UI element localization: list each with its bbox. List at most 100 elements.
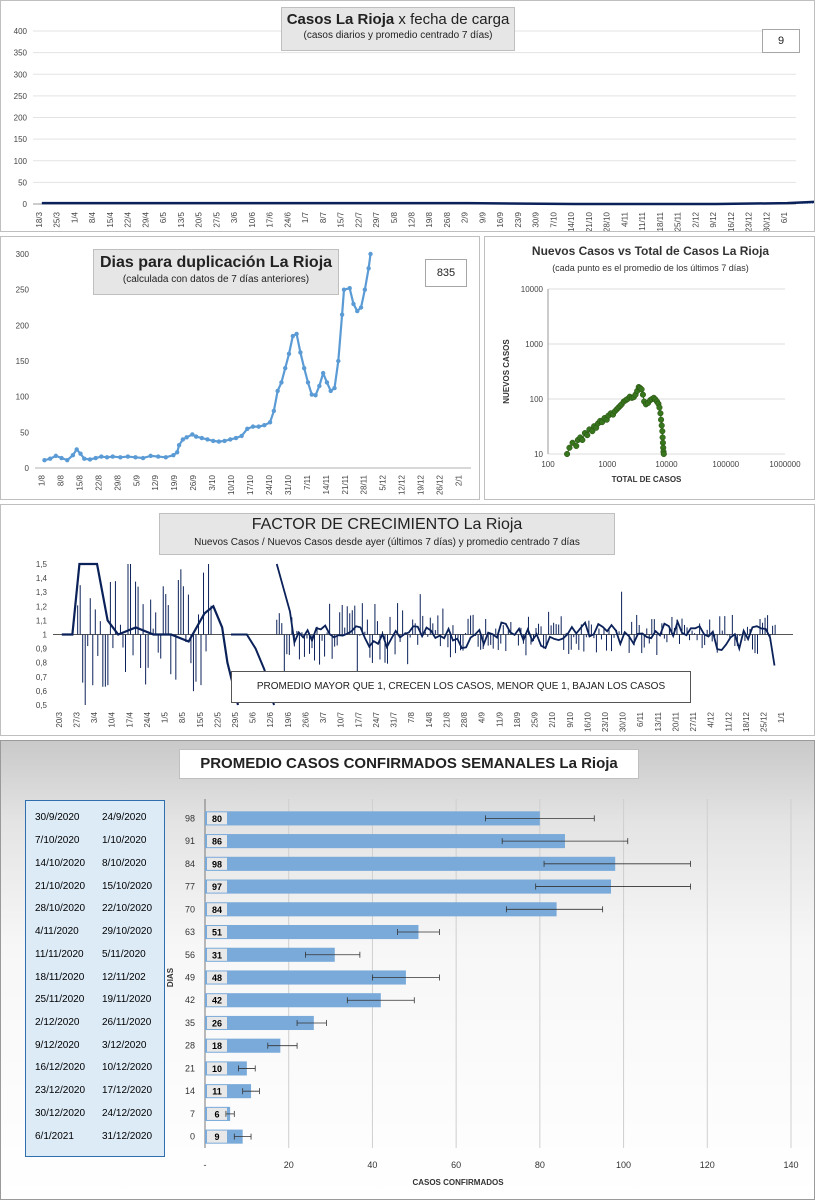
week-start-date: 15/10/2020 (102, 880, 153, 892)
doubling-point (210, 438, 216, 444)
x-tick-label: 21/11 (341, 474, 350, 494)
doubling-point (317, 383, 322, 389)
weekly-bar (205, 993, 381, 1008)
doubling-point (171, 452, 176, 458)
value-label: 10 (212, 1064, 222, 1074)
x-tick-label: 1000000 (769, 460, 801, 469)
week-end-date: 23/12/2020 (35, 1085, 86, 1097)
y-tick-label: 0 (25, 464, 30, 473)
x-tick-label: 25/12 (760, 711, 769, 732)
week-start-date: 22/10/2020 (102, 903, 153, 915)
value-label-bg (207, 1107, 227, 1120)
days-tick-label: 42 (185, 995, 195, 1005)
doubling-point (324, 380, 330, 385)
days-tick-label: 91 (185, 836, 195, 846)
value-label-bg (207, 1039, 227, 1052)
doubling-point (205, 437, 210, 442)
doubling-point (118, 455, 123, 460)
doubling-point (148, 453, 153, 459)
value-label-bg (207, 857, 227, 870)
value-label: 18 (212, 1041, 222, 1051)
x-tick-label: 7/11 (303, 474, 312, 490)
x-tick-label: 3/6 (230, 211, 239, 223)
x-tick-label: 11/9 (495, 711, 504, 727)
days-tick-label: 28 (185, 1041, 195, 1051)
x-tick-label: 80 (535, 1160, 545, 1170)
week-end-date: 16/12/2020 (35, 1062, 86, 1074)
week-start-date: 17/12/2020 (102, 1085, 153, 1097)
y-tick-label: 1,2 (36, 602, 48, 611)
x-tick-label: 21/8 (442, 711, 451, 727)
x-tick-label: 26/9 (189, 474, 198, 490)
x-tick-label: 28/10 (603, 211, 612, 232)
x-tick-label: 17/7 (354, 711, 363, 727)
daily-cases-title-box: Casos La Rioja x fecha de carga (casos d… (281, 7, 515, 51)
y-tick-label: 100 (16, 393, 30, 402)
x-tick-label: 31/7 (390, 711, 399, 727)
x-axis-label: TOTAL DE CASOS (612, 475, 682, 484)
days-tick-label: 98 (185, 813, 195, 823)
y-tick-label: 1,1 (36, 616, 48, 625)
doubling-point (93, 455, 98, 461)
weekly-title-box: PROMEDIO CASOS CONFIRMADOS SEMANALES La … (179, 749, 639, 779)
x-tick-label: 40 (367, 1160, 377, 1170)
x-tick-label: 1/5 (161, 711, 170, 723)
days-tick-label: 56 (185, 950, 195, 960)
x-tick-label: 6/5 (159, 211, 168, 223)
x-tick-label: 24/7 (372, 711, 381, 727)
y-tick-label: 1000 (525, 340, 543, 349)
y-tick-label: 100 (530, 395, 544, 404)
week-start-date: 24/12/2020 (102, 1107, 153, 1119)
x-tick-label: 22/4 (124, 211, 133, 227)
days-tick-label: 49 (185, 973, 195, 983)
value-label-bg (207, 948, 227, 961)
y-tick-label: 10000 (521, 285, 544, 294)
doubling-point (294, 331, 299, 337)
scatter-point (584, 432, 591, 439)
doubling-point (65, 457, 70, 463)
x-tick-label: 9/10 (566, 711, 575, 727)
doubling-point (176, 442, 182, 448)
y-tick-label: 0,8 (36, 659, 48, 668)
doubling-point (347, 286, 352, 291)
doubling-point (305, 380, 311, 385)
x-tick-label: 12/8 (408, 211, 417, 227)
x-tick-label: 25/11 (674, 211, 683, 231)
doubling-point (156, 454, 161, 459)
value-label: 48 (212, 973, 222, 983)
doubling-days-plot: 0 50 100 150 200 250 300 1/8 8/8 15/8 22/8 29/8 5/9 1… (16, 250, 471, 495)
x-tick-label: 18/9 (513, 711, 522, 727)
x-tick-label: 18/11 (656, 211, 665, 231)
x-tick-label: 10000 (655, 460, 678, 469)
days-tick-label: 63 (185, 927, 195, 937)
x-tick-label: 14/8 (425, 711, 434, 727)
growth-title-rest: La Rioja (459, 516, 523, 533)
x-tick-label: 15/4 (106, 211, 115, 227)
scatter-point (659, 434, 666, 441)
doubling-point (336, 358, 341, 364)
value-label-bg (207, 1016, 227, 1030)
x-tick-label: 12/12 (398, 474, 407, 495)
y-tick-label: 200 (14, 114, 28, 123)
x-tick-label: 2/1 (455, 474, 464, 486)
scatter-point (564, 450, 571, 458)
doubling-point (233, 435, 239, 441)
doubling-point (78, 451, 83, 456)
x-tick-label: 28/11 (360, 474, 369, 494)
x-tick-label: 27/5 (212, 211, 221, 227)
doubling-point (110, 454, 115, 459)
value-label: 26 (212, 1018, 222, 1028)
doubling-point (82, 456, 87, 461)
days-tick-label: 14 (185, 1086, 195, 1096)
week-start-date: 3/12/2020 (102, 1039, 147, 1051)
doubling-title-box: Dias para duplicación La Rioja (calculad… (93, 249, 339, 295)
week-start-date: 1/10/2020 (102, 835, 147, 847)
growth-title-box: FACTOR DE CRECIMIENTO La Rioja Nuevos Ca… (159, 513, 615, 555)
daily-cases-subtitle: (casos diarios y promedio centrado 7 día… (303, 30, 493, 41)
x-tick-label: 30/10 (619, 711, 628, 732)
x-tick-label: 2/10 (548, 711, 557, 727)
x-tick-label: 20/11 (671, 711, 680, 731)
y-tick-label: 0 (23, 200, 28, 209)
new-vs-total-subtitle: (cada punto es el promedio de los último… (552, 263, 749, 273)
x-tick-label: 1/4 (70, 211, 79, 223)
